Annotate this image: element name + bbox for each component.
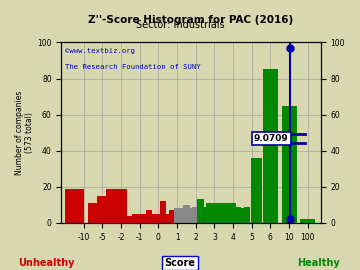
Bar	[220, 203, 227, 223]
Text: Unhealthy: Unhealthy	[19, 258, 75, 268]
Bar	[174, 208, 180, 223]
Bar	[211, 203, 218, 223]
Bar	[65, 188, 84, 223]
Bar	[132, 214, 138, 223]
Bar	[225, 203, 232, 223]
Text: Sector: Industrials: Sector: Industrials	[136, 20, 224, 30]
Bar	[239, 208, 246, 223]
Bar	[183, 205, 190, 223]
Text: The Research Foundation of SUNY: The Research Foundation of SUNY	[65, 64, 201, 70]
Bar	[155, 214, 162, 223]
Bar	[216, 203, 222, 223]
Bar	[263, 69, 278, 223]
Bar	[146, 210, 152, 223]
Bar	[87, 203, 99, 223]
Bar	[179, 208, 185, 223]
Bar	[165, 214, 171, 223]
Bar	[160, 201, 166, 223]
Bar	[136, 214, 143, 223]
Bar	[230, 203, 237, 223]
Bar	[127, 215, 134, 223]
Bar	[188, 208, 194, 223]
Title: Z''-Score Histogram for PAC (2016): Z''-Score Histogram for PAC (2016)	[89, 15, 294, 25]
Bar	[116, 188, 127, 223]
Bar	[97, 196, 108, 223]
Bar	[197, 199, 204, 223]
Bar	[141, 214, 148, 223]
Bar	[169, 210, 176, 223]
Bar	[234, 207, 241, 223]
Bar	[282, 106, 297, 223]
Text: Score: Score	[165, 258, 195, 268]
Bar	[202, 207, 208, 223]
Bar	[251, 158, 262, 223]
Bar	[106, 188, 117, 223]
Text: 9.0709: 9.0709	[254, 134, 288, 143]
Bar	[207, 203, 213, 223]
Bar	[244, 207, 250, 223]
Text: ©www.textbiz.org: ©www.textbiz.org	[65, 48, 135, 54]
Bar	[193, 207, 199, 223]
Bar	[300, 219, 315, 223]
Y-axis label: Number of companies
(573 total): Number of companies (573 total)	[15, 90, 35, 175]
Bar	[150, 214, 157, 223]
Text: Healthy: Healthy	[297, 258, 340, 268]
